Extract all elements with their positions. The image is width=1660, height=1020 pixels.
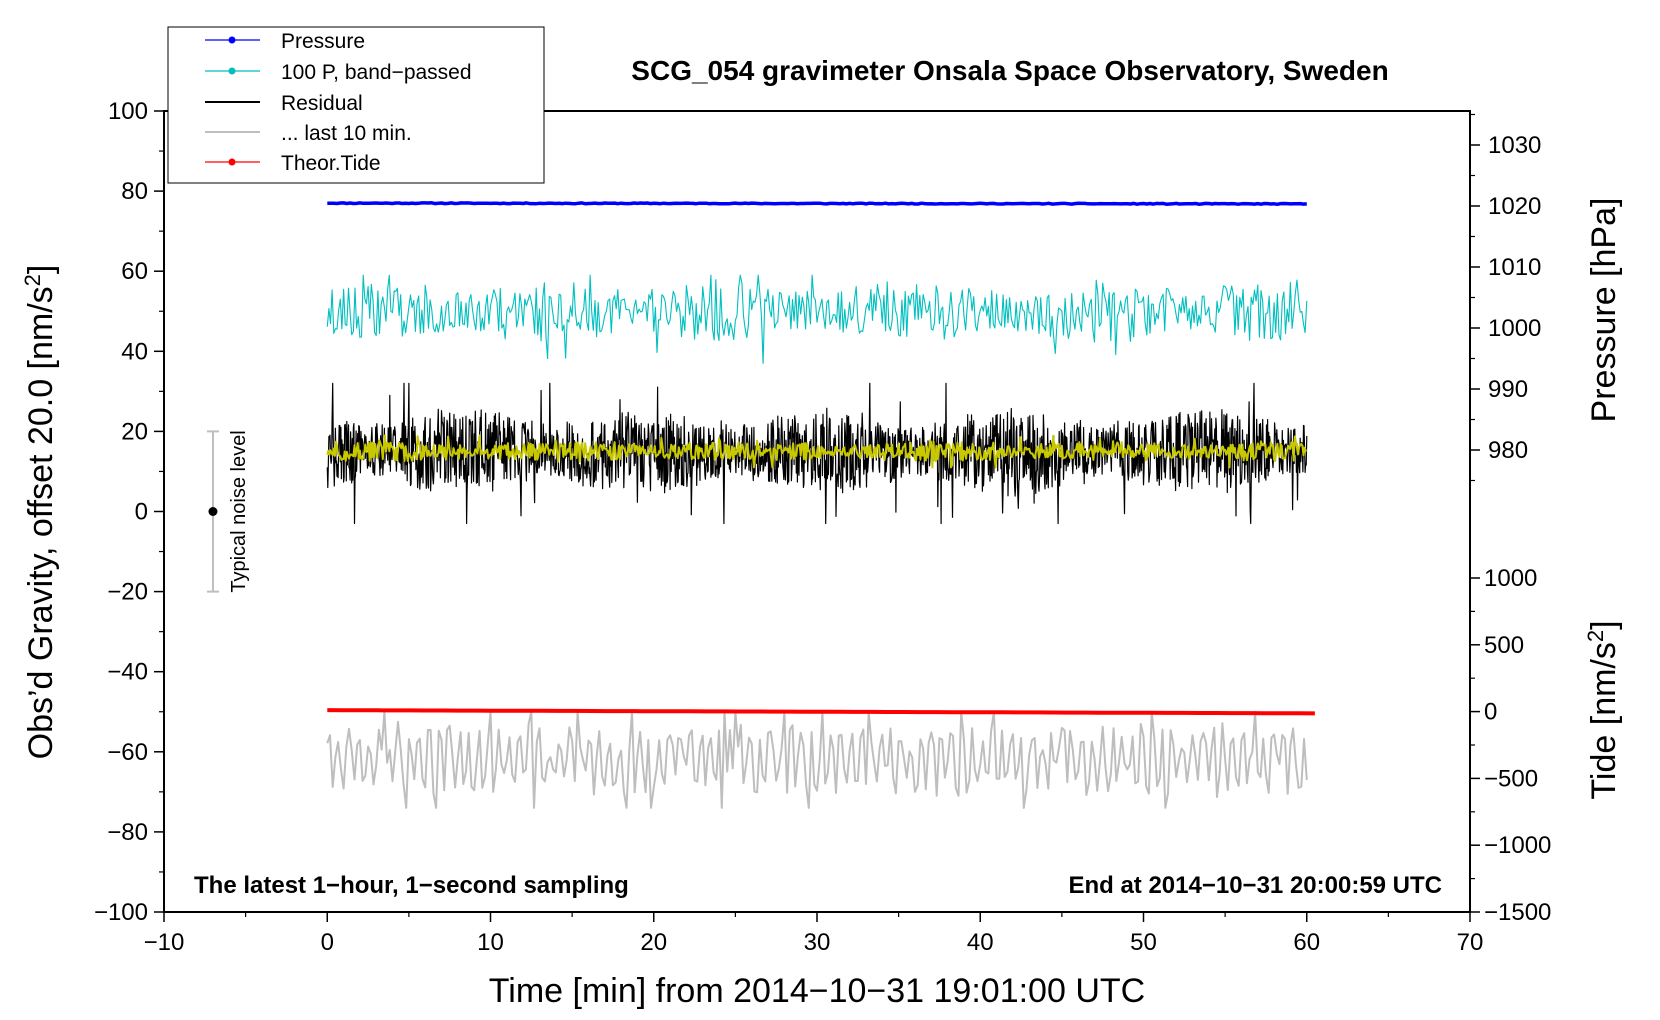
y-axis-left: −100 −80 −60 −40 −20 0 20 40 60 80 100 xyxy=(94,98,164,926)
tide-tick-label: 0 xyxy=(1484,699,1497,726)
legend-item-tide: Theor.Tide xyxy=(205,152,381,175)
tide-axis-title-sup: 2 xyxy=(1583,630,1608,642)
plot-frame xyxy=(163,110,1471,913)
pressure-axis-title: Pressure [hPa] xyxy=(1585,198,1623,423)
pressure-tick-label: 1020 xyxy=(1488,193,1541,220)
y-axis-left-title: Obs’d Gravity, offset 20.0 [nm/s2] xyxy=(20,265,60,760)
series-line-residual-smoothed xyxy=(326,434,1307,469)
legend-label-bandpassed: 100 P, band−passed xyxy=(281,61,472,84)
x-tick-label: 60 xyxy=(1293,929,1320,956)
y-tick-label: 20 xyxy=(121,418,148,445)
y-tick-label: −40 xyxy=(107,659,148,686)
x-tick-label: 0 xyxy=(321,929,334,956)
tide-tick-label: 500 xyxy=(1484,632,1524,659)
x-tick-label: 50 xyxy=(1130,929,1157,956)
tide-tick-label: −1500 xyxy=(1484,899,1551,926)
legend-item-last10: ... last 10 min. xyxy=(205,122,412,145)
noise-bar-label: Typical noise level xyxy=(228,430,250,592)
legend-label-pressure: Pressure xyxy=(281,30,365,53)
legend-marker-pressure xyxy=(228,36,236,44)
tide-axis-title: Tide [nm/s2] xyxy=(1583,620,1623,799)
y-tick-label: 80 xyxy=(121,178,148,205)
chart-title: SCG_054 gravimeter Onsala Space Observat… xyxy=(631,55,1388,86)
y-tick-label: −100 xyxy=(94,899,148,926)
tide-tick-label: −1000 xyxy=(1484,832,1551,859)
x-tick-label: −10 xyxy=(144,929,185,956)
annotation-latest-hour: The latest 1−hour, 1−second sampling xyxy=(194,872,629,899)
pressure-tick-label: 1010 xyxy=(1488,254,1541,281)
y-tick-label: −60 xyxy=(107,739,148,766)
legend-box xyxy=(167,26,545,184)
series-group xyxy=(326,201,1315,809)
noise-bar: Typical noise level xyxy=(206,430,250,593)
y-axis-left-title-sup: 2 xyxy=(20,274,45,286)
series-line-theor-tide xyxy=(327,708,1315,716)
tide-tick-label: −500 xyxy=(1484,765,1538,792)
annotation-end-time: End at 2014−10−31 20:00:59 UTC xyxy=(1068,872,1442,899)
noise-bar-center xyxy=(208,507,218,516)
x-tick-label: 10 xyxy=(477,929,504,956)
pressure-tick-label: 990 xyxy=(1488,376,1528,403)
series-line-pressure xyxy=(327,201,1307,207)
legend-item-residual: Residual xyxy=(205,92,363,115)
pressure-tick-label: 980 xyxy=(1488,437,1528,464)
x-tick-label: 70 xyxy=(1457,929,1484,956)
y-tick-label: 40 xyxy=(121,338,148,365)
legend-marker-tide xyxy=(228,158,236,166)
x-axis: −10 0 10 20 30 40 50 60 70 xyxy=(144,912,1484,956)
y-tick-label: 0 xyxy=(135,499,148,526)
legend: Pressure 100 P, band−passed Residual ...… xyxy=(167,26,545,184)
legend-item-pressure: Pressure xyxy=(205,30,365,53)
y-axis-pressure: 980 990 1000 1010 1020 1030 xyxy=(1470,113,1541,482)
y-tick-label: 100 xyxy=(108,98,148,125)
legend-label-tide: Theor.Tide xyxy=(281,152,381,175)
y-tick-label: −20 xyxy=(107,579,148,606)
x-tick-label: 30 xyxy=(804,929,831,956)
legend-marker-bandpassed xyxy=(228,67,236,75)
x-axis-title: Time [min] from 2014−10−31 19:01:00 UTC xyxy=(489,972,1145,1010)
legend-label-last10: ... last 10 min. xyxy=(281,122,412,145)
tide-axis-title-close: ] xyxy=(1585,620,1623,629)
x-tick-label: 40 xyxy=(967,929,994,956)
pressure-tick-label: 1000 xyxy=(1488,315,1541,342)
tide-axis-title-main: Tide [nm/s xyxy=(1585,642,1623,799)
y-axis-tide: −1500 −1000 −500 0 500 1000 xyxy=(1470,565,1551,926)
series-line-100-p-band-passed xyxy=(326,274,1308,364)
tide-tick-label: 1000 xyxy=(1484,565,1537,592)
y-tick-label: −80 xyxy=(107,819,148,846)
series-line-last-10-min xyxy=(326,710,1308,809)
legend-item-bandpassed: 100 P, band−passed xyxy=(205,61,472,84)
y-axis-left-title-close: ] xyxy=(22,265,60,274)
pressure-tick-label: 1030 xyxy=(1488,132,1541,159)
y-tick-label: 60 xyxy=(121,258,148,285)
legend-label-residual: Residual xyxy=(281,92,363,115)
x-tick-label: 20 xyxy=(640,929,667,956)
y-axis-left-title-main: Obs’d Gravity, offset 20.0 [nm/s xyxy=(22,286,60,759)
